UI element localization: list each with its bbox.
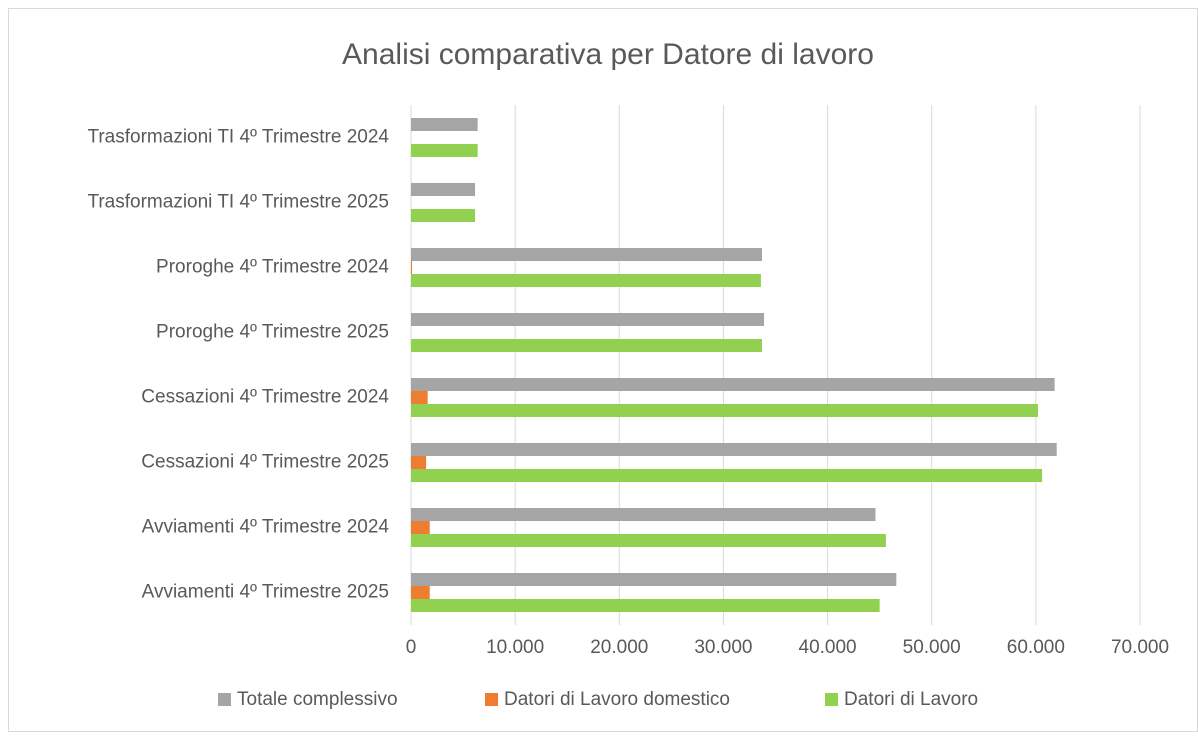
bar <box>411 183 476 196</box>
x-tick-label: 70.000 <box>1111 637 1169 658</box>
x-tick-label: 60.000 <box>1007 637 1065 658</box>
legend-swatch <box>485 693 498 706</box>
legend-label: Totale complessivo <box>237 689 398 710</box>
x-tick-label: 0 <box>406 637 417 658</box>
bar <box>411 573 897 586</box>
bar <box>411 599 880 612</box>
y-tick-label: Proroghe 4º Trimestre 2025 <box>156 322 389 343</box>
bar <box>411 378 1055 391</box>
x-tick-label: 10.000 <box>486 637 544 658</box>
legend-label: Datori di Lavoro <box>844 689 978 710</box>
y-tick-label: Avviamenti 4º Trimestre 2025 <box>142 582 389 603</box>
bar <box>411 274 761 287</box>
y-tick-label: Trasformazioni TI 4º Trimestre 2024 <box>87 127 389 148</box>
bar <box>411 443 1057 456</box>
legend-swatch <box>218 693 231 706</box>
legend-swatch <box>825 693 838 706</box>
bar <box>411 118 478 131</box>
bar <box>411 521 430 534</box>
bar <box>411 339 762 352</box>
bar <box>411 456 427 469</box>
bar <box>411 404 1038 417</box>
x-tick-label: 30.000 <box>694 637 752 658</box>
x-tick-label: 50.000 <box>903 637 961 658</box>
bar <box>411 144 478 157</box>
bar <box>411 469 1043 482</box>
bar <box>411 508 876 521</box>
x-tick-label: 40.000 <box>799 637 857 658</box>
bar <box>411 391 428 404</box>
y-tick-label: Cessazioni 4º Trimestre 2025 <box>141 452 389 473</box>
legend-label: Datori di Lavoro domestico <box>504 689 730 710</box>
y-tick-label: Proroghe 4º Trimestre 2024 <box>156 257 389 278</box>
x-tick-label: 20.000 <box>590 637 648 658</box>
chart-title: Analisi comparativa per Datore di lavoro <box>342 38 874 71</box>
bar <box>411 586 430 599</box>
y-tick-label: Avviamenti 4º Trimestre 2024 <box>142 517 390 538</box>
bar <box>411 261 413 274</box>
bar <box>411 534 886 547</box>
y-tick-label: Cessazioni 4º Trimestre 2024 <box>141 387 389 408</box>
chart-border <box>8 8 1198 732</box>
bar <box>411 313 765 326</box>
bar <box>411 248 762 261</box>
bar <box>411 209 476 222</box>
y-tick-label: Trasformazioni TI 4º Trimestre 2025 <box>87 192 389 213</box>
